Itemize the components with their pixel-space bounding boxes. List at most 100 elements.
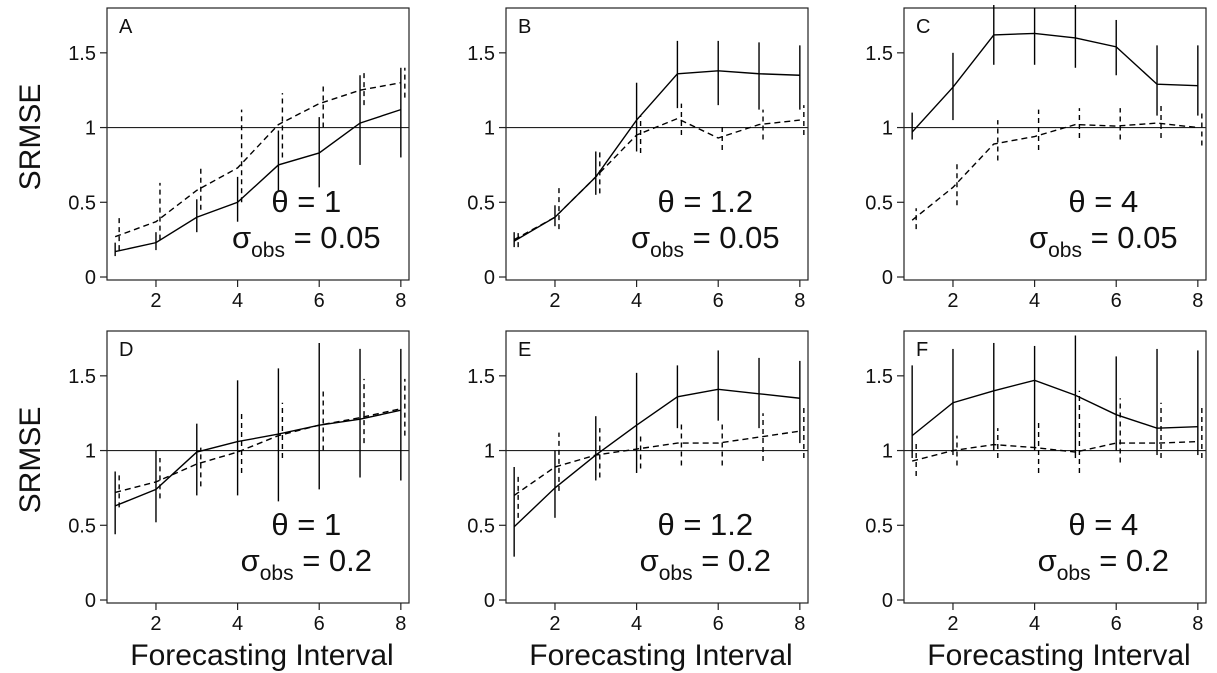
- sigma-symbol: σ: [1029, 220, 1048, 255]
- x-tick-label: 6: [314, 613, 325, 635]
- solid-series-line: [513, 70, 800, 242]
- solid-series-line: [911, 32, 1198, 133]
- sigma-symbol: σ: [241, 543, 260, 578]
- sigma-annotation: σobs = 0.05: [232, 220, 381, 262]
- sigma-annotation: σobs = 0.2: [241, 543, 372, 585]
- y-tick-label: 0: [85, 590, 96, 612]
- sigma-annotation: σobs = 0.05: [631, 220, 780, 262]
- y-tick-label: 1.5: [68, 43, 96, 65]
- x-axis-title-right: Forecasting Interval: [927, 639, 1190, 672]
- y-tick-label: 1.5: [68, 366, 96, 388]
- sigma-value: = 0.05: [684, 220, 780, 255]
- theta-annotation: θ = 4: [1068, 507, 1138, 542]
- x-tick-label: 2: [549, 613, 560, 635]
- sigma-annotation: σobs = 0.05: [1029, 220, 1178, 262]
- sigma-subscript: obs: [659, 562, 693, 585]
- y-tick-label: 1.5: [467, 366, 495, 388]
- theta-annotation: θ = 1: [271, 507, 341, 542]
- sigma-annotation: σobs = 0.2: [640, 543, 771, 585]
- sigma-symbol: σ: [631, 220, 650, 255]
- solid-series-line: [911, 379, 1198, 437]
- x-tick-label: 6: [314, 290, 325, 312]
- plot-frame: [106, 7, 410, 281]
- x-tick-label: 4: [631, 613, 642, 635]
- x-tick-label: 2: [150, 613, 161, 635]
- panel-letter: D: [119, 339, 133, 361]
- x-tick-label: 4: [1029, 290, 1040, 312]
- x-tick-label: 4: [232, 613, 243, 635]
- panel-letter: B: [518, 16, 531, 38]
- dashed-series-line: [114, 82, 401, 238]
- sigma-symbol: σ: [1038, 543, 1057, 578]
- sigma-symbol: σ: [232, 220, 251, 255]
- x-tick-label: 8: [1192, 290, 1203, 312]
- y-tick-label: 0.5: [865, 192, 893, 214]
- x-tick-label: 4: [1029, 613, 1040, 635]
- y-tick-label: 0.5: [68, 515, 96, 537]
- dashed-series-line: [513, 430, 800, 496]
- plot-frame: [903, 330, 1207, 604]
- solid-series-line: [513, 388, 800, 528]
- sigma-subscript: obs: [650, 239, 684, 262]
- sigma-value: = 0.05: [285, 220, 381, 255]
- y-tick-label: 1: [882, 441, 893, 463]
- sigma-subscript: obs: [251, 239, 285, 262]
- x-tick-label: 2: [150, 290, 161, 312]
- y-tick-label: 0.5: [68, 192, 96, 214]
- sigma-value: = 0.2: [294, 543, 372, 578]
- y-tick-label: 0.5: [865, 515, 893, 537]
- sigma-subscript: obs: [1057, 562, 1091, 585]
- y-tick-label: 1: [85, 441, 96, 463]
- sigma-subscript: obs: [1048, 239, 1082, 262]
- x-tick-label: 8: [395, 613, 406, 635]
- y-tick-label: 1.5: [865, 43, 893, 65]
- plot-frame: [505, 7, 809, 281]
- x-axis-title-left: Forecasting Interval: [130, 639, 393, 672]
- x-tick-label: 2: [549, 290, 560, 312]
- panel-letter: E: [518, 339, 531, 361]
- x-tick-label: 2: [947, 290, 958, 312]
- x-tick-label: 8: [794, 290, 805, 312]
- dashed-series-line: [911, 440, 1198, 462]
- panel-letter: F: [916, 339, 928, 361]
- y-tick-label: 0: [882, 590, 893, 612]
- sigma-subscript: obs: [260, 562, 294, 585]
- theta-annotation: θ = 4: [1068, 184, 1138, 219]
- y-tick-label: 0: [484, 267, 495, 289]
- x-tick-label: 4: [232, 290, 243, 312]
- plot-frame: [505, 330, 809, 604]
- solid-series-line: [115, 108, 402, 253]
- sigma-value: = 0.2: [1091, 543, 1169, 578]
- solid-series-line: [114, 409, 401, 507]
- x-tick-label: 6: [1111, 613, 1122, 635]
- y-tick-label: 0: [85, 267, 96, 289]
- theta-annotation: θ = 1.2: [657, 507, 753, 542]
- x-tick-label: 6: [713, 290, 724, 312]
- y-tick-label: 0: [882, 267, 893, 289]
- y-tick-label: 0: [484, 590, 495, 612]
- x-tick-label: 8: [794, 613, 805, 635]
- plot-frame: [106, 330, 410, 604]
- plot-frame: [903, 7, 1207, 281]
- panel-letter: C: [916, 16, 930, 38]
- y-axis-title-top: SRMSE: [14, 84, 47, 191]
- dashed-series-line: [114, 408, 401, 494]
- y-tick-label: 1: [484, 441, 495, 463]
- x-axis-title-middle: Forecasting Interval: [529, 639, 792, 672]
- x-tick-label: 8: [1192, 613, 1203, 635]
- y-tick-label: 1.5: [467, 43, 495, 65]
- sigma-symbol: σ: [640, 543, 659, 578]
- x-tick-label: 6: [713, 613, 724, 635]
- y-tick-label: 0.5: [467, 515, 495, 537]
- x-tick-label: 6: [1111, 290, 1122, 312]
- dashed-series-line: [911, 122, 1198, 221]
- sigma-annotation: σobs = 0.2: [1038, 543, 1169, 585]
- theta-annotation: θ = 1: [271, 184, 341, 219]
- sigma-value: = 0.2: [693, 543, 771, 578]
